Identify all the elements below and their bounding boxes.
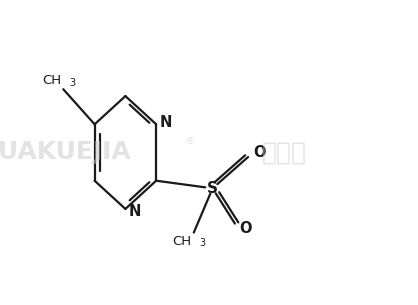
- Text: O: O: [239, 221, 252, 236]
- Text: 3: 3: [199, 238, 206, 248]
- Text: CH: CH: [42, 74, 61, 87]
- Text: O: O: [254, 145, 266, 160]
- Text: HUAKUEJIA: HUAKUEJIA: [0, 141, 131, 164]
- Text: ®: ®: [186, 137, 195, 146]
- Text: S: S: [207, 181, 218, 196]
- Text: N: N: [128, 204, 141, 219]
- Text: 3: 3: [69, 77, 75, 88]
- Text: N: N: [159, 115, 171, 130]
- Text: CH: CH: [173, 235, 192, 248]
- Text: 化学加: 化学加: [262, 141, 307, 164]
